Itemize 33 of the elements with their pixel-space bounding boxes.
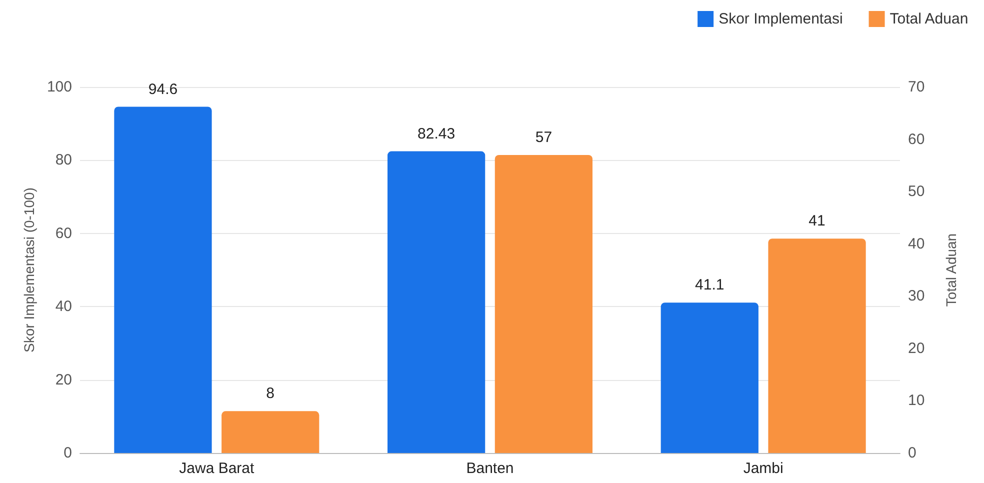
y-tick-label: 40 xyxy=(55,298,72,316)
y2-tick-label: 50 xyxy=(908,183,925,200)
y2-tick-label: 10 xyxy=(908,392,925,410)
y-tick-label: 100 xyxy=(46,78,72,96)
x-tick-label: Jambi xyxy=(743,460,784,477)
y-axis-title: Skor Implementasi (0-100) xyxy=(21,188,37,352)
data-label: 41 xyxy=(808,212,826,230)
data-label: 57 xyxy=(535,128,552,146)
y2-axis-title: Total Aduan xyxy=(943,233,959,307)
data-label: 82.43 xyxy=(418,125,456,142)
data-label: 94.6 xyxy=(148,80,178,98)
legend-label: Skor Implementasi xyxy=(718,10,843,28)
x-tick-label: Banten xyxy=(466,460,514,477)
y2-tick-label: 0 xyxy=(908,444,916,462)
data-label: 41.1 xyxy=(695,276,724,294)
bar xyxy=(222,411,320,453)
y-tick-label: 60 xyxy=(55,224,72,242)
y2-tick-label: 70 xyxy=(908,78,925,96)
bar xyxy=(388,151,486,453)
bar xyxy=(494,154,592,453)
x-tick-label: Jawa Barat xyxy=(179,460,256,477)
y-tick-label: 0 xyxy=(64,444,72,462)
y-tick-label: 20 xyxy=(55,371,72,388)
y-tick-label: 80 xyxy=(55,152,72,169)
y2-tick-label: 20 xyxy=(908,340,925,357)
y2-tick-label: 40 xyxy=(908,235,925,252)
y2-tick-label: 60 xyxy=(908,130,925,148)
legend-label: Total Aduan xyxy=(890,10,968,28)
y2-tick-label: 30 xyxy=(908,288,925,305)
bar xyxy=(660,302,758,453)
data-label: 8 xyxy=(266,385,275,402)
bar xyxy=(768,238,866,453)
bar xyxy=(114,106,212,453)
